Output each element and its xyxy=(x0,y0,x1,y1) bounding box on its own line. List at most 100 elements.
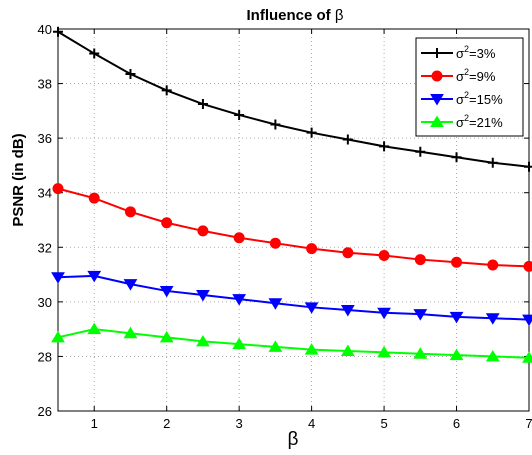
data-point xyxy=(268,340,283,352)
data-point xyxy=(377,307,391,320)
data-point xyxy=(340,344,355,356)
data-point xyxy=(53,26,63,37)
x-tick-label: 5 xyxy=(380,416,387,431)
legend-label-superscript: 2 xyxy=(464,44,469,54)
legend-label: σ2=9% xyxy=(456,67,496,84)
data-point xyxy=(159,330,174,343)
plot-area: 1 2 3 4 5 6 72628303234363840σ2=3%σ2=9%σ2=15%σ… xyxy=(38,22,532,431)
data-point xyxy=(52,183,64,195)
data-point xyxy=(430,94,444,106)
x-tick-label: 1 xyxy=(91,416,98,431)
data-point xyxy=(449,311,464,324)
data-point xyxy=(378,249,390,261)
plot-frame xyxy=(57,28,530,412)
data-point xyxy=(269,237,281,249)
series-4 xyxy=(51,322,532,363)
y-tick-label: 26 xyxy=(38,404,52,419)
series-line xyxy=(57,328,530,359)
data-point xyxy=(413,347,428,359)
data-point xyxy=(430,115,444,127)
data-point xyxy=(268,298,283,310)
data-point xyxy=(270,119,281,130)
data-point xyxy=(524,161,532,172)
data-point xyxy=(342,134,353,145)
legend-label-value: =15% xyxy=(469,92,503,107)
legend-label-symbol: σ xyxy=(456,92,464,107)
data-point xyxy=(487,157,498,168)
data-point xyxy=(304,343,319,355)
legend-label: σ2=15% xyxy=(456,90,503,107)
y-tick-label: 34 xyxy=(38,186,52,201)
legend-item: σ2=9% xyxy=(421,67,496,84)
data-point xyxy=(451,256,463,268)
chart-title-beta: β xyxy=(335,7,344,24)
data-point xyxy=(161,217,173,229)
y-tick-label: 40 xyxy=(38,22,52,37)
data-point xyxy=(523,260,532,272)
series-line xyxy=(57,30,530,168)
data-point xyxy=(234,109,245,120)
data-point xyxy=(306,127,317,138)
data-point xyxy=(89,48,100,59)
data-point xyxy=(159,285,174,298)
data-point xyxy=(87,322,102,335)
data-point xyxy=(413,309,428,321)
data-point xyxy=(522,314,532,327)
chart-title: Influence of β xyxy=(247,7,344,24)
legend-label: σ2=3% xyxy=(456,44,496,61)
data-point xyxy=(449,348,464,361)
x-tick-label: 3 xyxy=(236,416,243,431)
legend-label-value: =21% xyxy=(469,115,503,130)
data-point xyxy=(125,69,136,80)
data-point xyxy=(304,302,319,314)
data-point xyxy=(377,345,391,358)
data-point xyxy=(161,85,172,96)
data-point xyxy=(51,272,65,284)
legend-item: σ2=21% xyxy=(421,113,503,130)
data-point xyxy=(88,192,100,204)
legend-item: σ2=3% xyxy=(421,44,496,61)
x-tick-label: 4 xyxy=(308,416,315,431)
x-tick-label: 2 xyxy=(163,416,170,431)
data-point xyxy=(196,290,210,302)
legend-label-value: =3% xyxy=(469,46,496,61)
data-point xyxy=(197,99,208,110)
data-point xyxy=(123,326,138,339)
data-point xyxy=(123,279,138,291)
data-point xyxy=(451,152,462,163)
legend-label-symbol: σ xyxy=(456,69,464,84)
legend-label-superscript: 2 xyxy=(464,113,469,123)
legend-label-symbol: σ xyxy=(456,46,464,61)
chart-title-text: Influence of xyxy=(247,7,335,24)
series-2 xyxy=(52,183,532,272)
series-1 xyxy=(53,26,532,172)
data-point xyxy=(51,330,65,343)
legend: σ2=3%σ2=9%σ2=15%σ2=21% xyxy=(415,37,524,137)
series-line xyxy=(57,187,530,268)
y-tick-label: 30 xyxy=(38,295,52,310)
data-point xyxy=(196,334,210,347)
y-axis-label: PSNR (in dB) xyxy=(10,133,27,226)
data-point xyxy=(432,48,442,58)
data-point xyxy=(415,146,426,157)
x-axis-label: β xyxy=(288,429,299,450)
data-point xyxy=(232,294,247,306)
legend-label-superscript: 2 xyxy=(464,67,469,77)
y-tick-label: 38 xyxy=(38,77,52,92)
data-point xyxy=(431,70,443,82)
y-tick-label: 32 xyxy=(38,240,52,255)
legend-label: σ2=21% xyxy=(456,113,503,130)
series-3 xyxy=(51,270,532,327)
legend-label-value: =9% xyxy=(469,69,496,84)
legend-box xyxy=(415,37,524,137)
data-point xyxy=(232,337,247,350)
y-tick-label: 36 xyxy=(38,131,52,146)
data-point xyxy=(340,305,355,317)
x-tick-label: 6 xyxy=(453,416,460,431)
x-tick-label: 7 xyxy=(525,416,532,431)
legend-label-symbol: σ xyxy=(456,115,464,130)
data-point xyxy=(87,270,102,283)
data-point xyxy=(379,141,390,152)
series-line xyxy=(57,274,530,321)
data-point xyxy=(487,259,499,271)
